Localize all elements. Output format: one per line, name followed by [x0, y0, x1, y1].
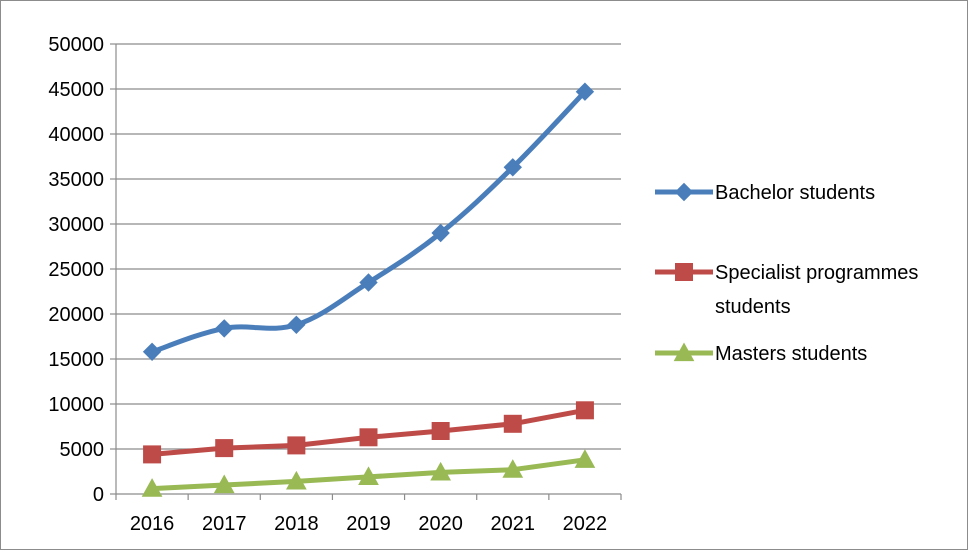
gridlines: [116, 43, 621, 450]
data-point: [215, 319, 234, 338]
legend-label: Masters students: [715, 343, 867, 365]
series-line: [149, 89, 588, 355]
data-point: [359, 428, 378, 447]
y-tick-label: 30000: [48, 214, 104, 236]
y-tick-label: 25000: [48, 259, 104, 281]
data-point: [286, 470, 307, 490]
series-2: [143, 401, 594, 464]
data-point: [215, 439, 234, 458]
data-point: [142, 342, 162, 362]
x-tick-label: 2021: [491, 513, 536, 535]
data-point: [575, 82, 595, 101]
data-point: [503, 414, 522, 433]
axes: 0 5000 10000 15000 20000 25000 30000 35000 40000…: [48, 34, 622, 535]
y-tick-label: 10000: [48, 394, 104, 416]
y-tick-label: 15000: [48, 349, 104, 371]
series-3: [141, 449, 596, 497]
x-tick-label: 2018: [274, 513, 319, 535]
x-tick-label: 2019: [346, 513, 391, 535]
series-1: [142, 82, 595, 362]
y-tick-label: 45000: [48, 79, 104, 101]
legend: Bachelor students Specialist programmes st…: [655, 182, 918, 365]
legend-label: Bachelor students: [715, 182, 875, 204]
data-point: [213, 474, 235, 494]
data-point: [431, 422, 450, 440]
y-tick-label: 40000: [48, 124, 104, 146]
y-tick-label: 5000: [60, 439, 105, 461]
legend-marker: [674, 182, 694, 202]
data-point: [359, 273, 378, 292]
y-tick-label: 0: [93, 484, 104, 506]
y-tick-label: 20000: [48, 304, 104, 326]
data-point: [503, 158, 522, 177]
data-point: [287, 436, 306, 455]
legend-item: Specialist programmes students: [655, 262, 918, 318]
y-tick-label: 50000: [48, 34, 104, 56]
data-point: [430, 461, 451, 481]
x-tick-label: 2016: [130, 513, 175, 535]
legend-item: Masters students: [655, 342, 867, 365]
x-tick-label: 2022: [563, 513, 608, 535]
data-point: [358, 466, 379, 485]
y-tick-label: 35000: [48, 169, 104, 191]
data-point: [502, 459, 524, 478]
data-point: [431, 223, 450, 243]
x-tick-label: 2017: [202, 513, 247, 535]
data-point: [575, 401, 594, 420]
data-point: [141, 478, 163, 497]
legend-marker: [673, 342, 695, 362]
legend-marker: [675, 263, 693, 281]
legend-item: Bachelor students: [655, 182, 875, 204]
data-point: [143, 445, 162, 464]
data-point: [574, 449, 596, 468]
series-lines: [141, 82, 596, 497]
x-tick-label: 2020: [418, 513, 463, 535]
data-point: [287, 315, 306, 335]
legend-label: Specialist programmes students: [715, 262, 918, 318]
